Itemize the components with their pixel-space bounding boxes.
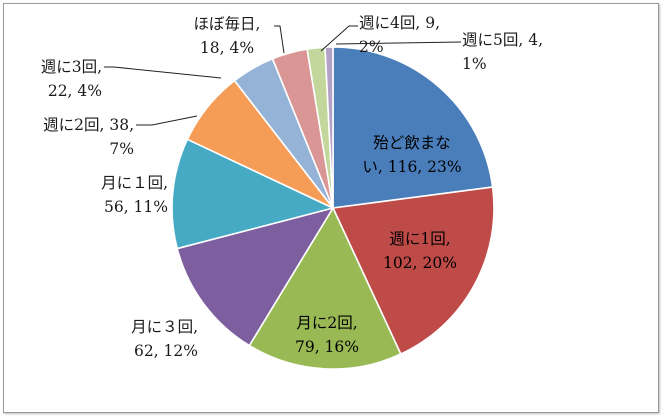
slice-label: 週に3回, 22, 4% (41, 58, 102, 100)
leader-line (335, 41, 462, 45)
slice-label-line1: 週に4回, 9, (359, 14, 440, 32)
slice-label: 週に2回, 38, 7% (43, 116, 134, 158)
slice-label: 月に2回, 79, 16% (295, 314, 359, 356)
pie-slice (332, 46, 494, 209)
slice-label-line2: 1% (462, 55, 487, 73)
pie-slice (331, 186, 495, 356)
slice-label-line1: 殆ど飲まな (373, 134, 451, 152)
slice-label-line2: 102, 20% (383, 254, 457, 272)
leader-line (136, 115, 198, 126)
slice-label: 月に１回, 56, 11% (101, 174, 168, 216)
slice-label: 週に4回, 9, 2% (359, 14, 440, 56)
leader-line (274, 25, 285, 54)
slice-label-line1: 月に３回, (131, 318, 198, 336)
slice-label: 週に5回, 4, 1% (462, 31, 543, 73)
pie-chart: 殆ど飲まない, 116, 23% 週に1回, 102, 20% 月に2回, 79, 16… (41, 14, 543, 370)
slice-label-line2: 22, 4% (48, 82, 102, 100)
slice-label-line1: 週に3回, (41, 58, 102, 76)
chart-frame: 殆ど飲まない, 116, 23% 週に1回, 102, 20% 月に2回, 79, 16… (3, 3, 659, 413)
slice-label-line2: 18, 4% (200, 39, 254, 57)
pie-slice (176, 206, 335, 347)
pie-slice (171, 138, 336, 250)
leader-line (104, 66, 222, 79)
slice-label-line1: 週に5回, 4, (462, 31, 543, 49)
slice-label-line1: 週に1回, (389, 230, 450, 248)
slice-label-line2: 62, 12% (134, 342, 198, 360)
slice-label: 月に３回, 62, 12% (131, 318, 198, 360)
slice-label-line2: 2% (359, 38, 384, 56)
pie-slice (248, 206, 402, 370)
slice-label-line2: 7% (109, 140, 134, 158)
slice-label-line1: 月に１回, (101, 174, 168, 192)
slice-label: ほぼ毎日, 18, 4% (194, 15, 261, 57)
slice-label: 殆ど飲まない, 116, 23% (362, 134, 461, 176)
slice-label-line1: 週に2回, 38, (43, 116, 134, 134)
slice-label-line1: ほぼ毎日, (194, 15, 261, 33)
slice-label-line2: 79, 16% (295, 338, 359, 356)
slice-label-line2: 56, 11% (104, 198, 168, 216)
slice-label-line1: 月に2回, (296, 314, 357, 332)
slice-label-line2: い, 116, 23% (362, 158, 461, 176)
leader-line (320, 25, 358, 52)
slice-label: 週に1回, 102, 20% (383, 230, 457, 272)
